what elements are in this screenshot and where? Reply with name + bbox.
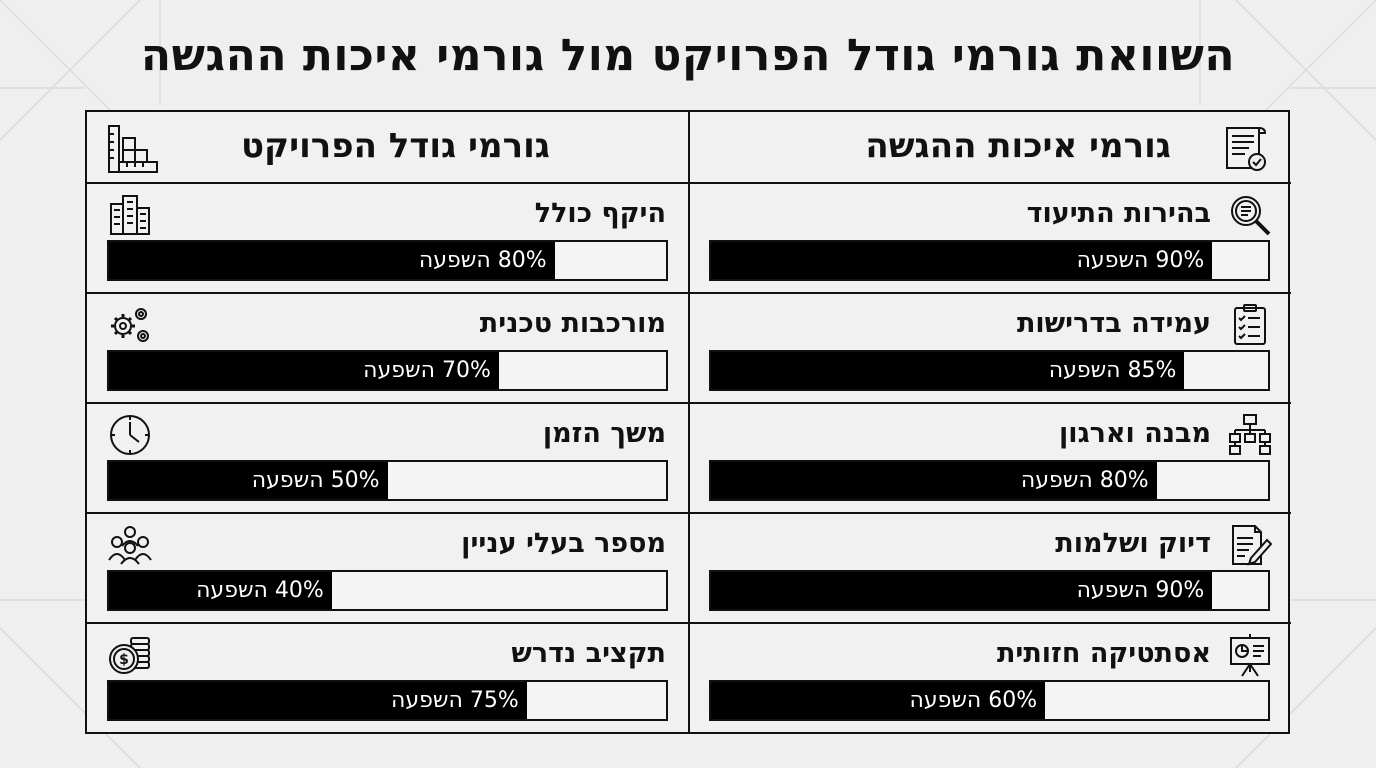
quality-row: דיוק ושלמות 90% השפעה [690,514,1291,624]
impact-bar: 75% השפעה [107,680,668,721]
factor-label: דיוק ושלמות [1055,528,1211,559]
impact-value: 80% השפעה [418,248,547,273]
impact-value: 80% השפעה [1020,468,1149,493]
impact-value: 85% השפעה [1048,358,1177,383]
impact-bar-fill [109,352,499,389]
quality-row: אסתטיקה חזותית 60% השפעה [690,624,1291,734]
size-column-title: גורמי גודל הפרויקט [240,126,550,166]
clipboard-checklist-icon [1234,304,1266,345]
impact-bar: 40% השפעה [107,570,668,611]
factor-label: עמידה בדרישות [1016,308,1211,339]
presentation-board-icon [1230,634,1270,677]
factor-label: מורכבות טכנית [479,308,666,339]
clock-icon [110,415,150,455]
impact-bar-fill [109,572,332,609]
factor-label: מספר בעלי עניין [461,528,666,559]
org-chart-icon [1229,414,1271,455]
factor-label: בהירות התיעוד [1026,198,1211,229]
impact-bar-fill [711,242,1213,279]
impact-bar-fill [711,352,1185,389]
size-row: משך הזמן 50% השפעה [87,404,688,514]
building-icon [110,195,150,235]
impact-bar: 60% השפעה [709,680,1270,721]
impact-value: 75% השפעה [391,688,519,713]
impact-bar-fill [711,572,1213,609]
impact-value: 40% השפעה [196,578,324,603]
impact-bar: 70% השפעה [107,350,668,391]
people-group-icon [108,526,152,565]
impact-bar-fill [711,682,1046,719]
svg-text:$: $ [119,652,129,668]
quality-row: בהירות התיעוד 90% השפעה [690,184,1291,294]
size-row: היקף כולל 80% השפעה [87,184,688,294]
ruler-blocks-icon [108,125,158,173]
size-column-header: גורמי גודל הפרויקט [87,112,688,184]
quality-column-header: גורמי איכות ההגשה [690,112,1291,184]
quality-row: עמידה בדרישות 85% השפעה [690,294,1291,404]
impact-bar-fill [109,462,388,499]
quality-factors-column: גורמי איכות ההגשה בהירות התיעוד 90% השפע… [688,112,1291,732]
impact-bar: 90% השפעה [709,240,1270,281]
impact-bar: 80% השפעה [709,460,1270,501]
coins-icon: $ [109,637,150,674]
impact-bar: 85% השפעה [709,350,1270,391]
document-pen-icon [1232,525,1273,566]
size-factors-column: גורמי גודל הפרויקט היקף כולל 80% השפעה [87,112,688,732]
impact-bar: 90% השפעה [709,570,1270,611]
impact-value: 60% השפעה [909,688,1038,713]
size-row: מורכבות טכנית 70% השפעה [87,294,688,404]
document-check-icon [1226,127,1267,171]
impact-value: 50% השפעה [251,468,380,493]
impact-bar-fill [109,242,555,279]
quality-row: מבנה וארגון 80% השפעה [690,404,1291,514]
impact-value: 90% השפעה [1076,248,1205,273]
factor-label: משך הזמן [542,418,666,449]
impact-bar-fill [711,462,1157,499]
factor-label: היקף כולל [534,198,666,229]
size-row: מספר בעלי עניין 40% השפעה [87,514,688,624]
size-row: $ תקציב נדרש 75% השפעה [87,624,688,734]
factor-label: אסתטיקה חזותית [996,638,1211,669]
factor-label: תקציב נדרש [511,638,666,669]
impact-bar-fill [109,682,527,719]
impact-value: 90% השפעה [1076,578,1205,603]
impact-value: 70% השפעה [363,358,491,383]
factor-label: מבנה וארגון [1059,418,1211,449]
impact-bar: 80% השפעה [107,240,668,281]
comparison-table: גורמי גודל הפרויקט היקף כולל 80% השפעה [85,110,1291,734]
quality-column-title: גורמי איכות ההגשה [865,126,1171,166]
impact-bar: 50% השפעה [107,460,668,501]
gears-icon [111,308,149,342]
page-title: השוואת גורמי גודל הפרויקט מול גורמי איכו… [140,30,1236,81]
magnifier-document-icon [1231,196,1271,236]
